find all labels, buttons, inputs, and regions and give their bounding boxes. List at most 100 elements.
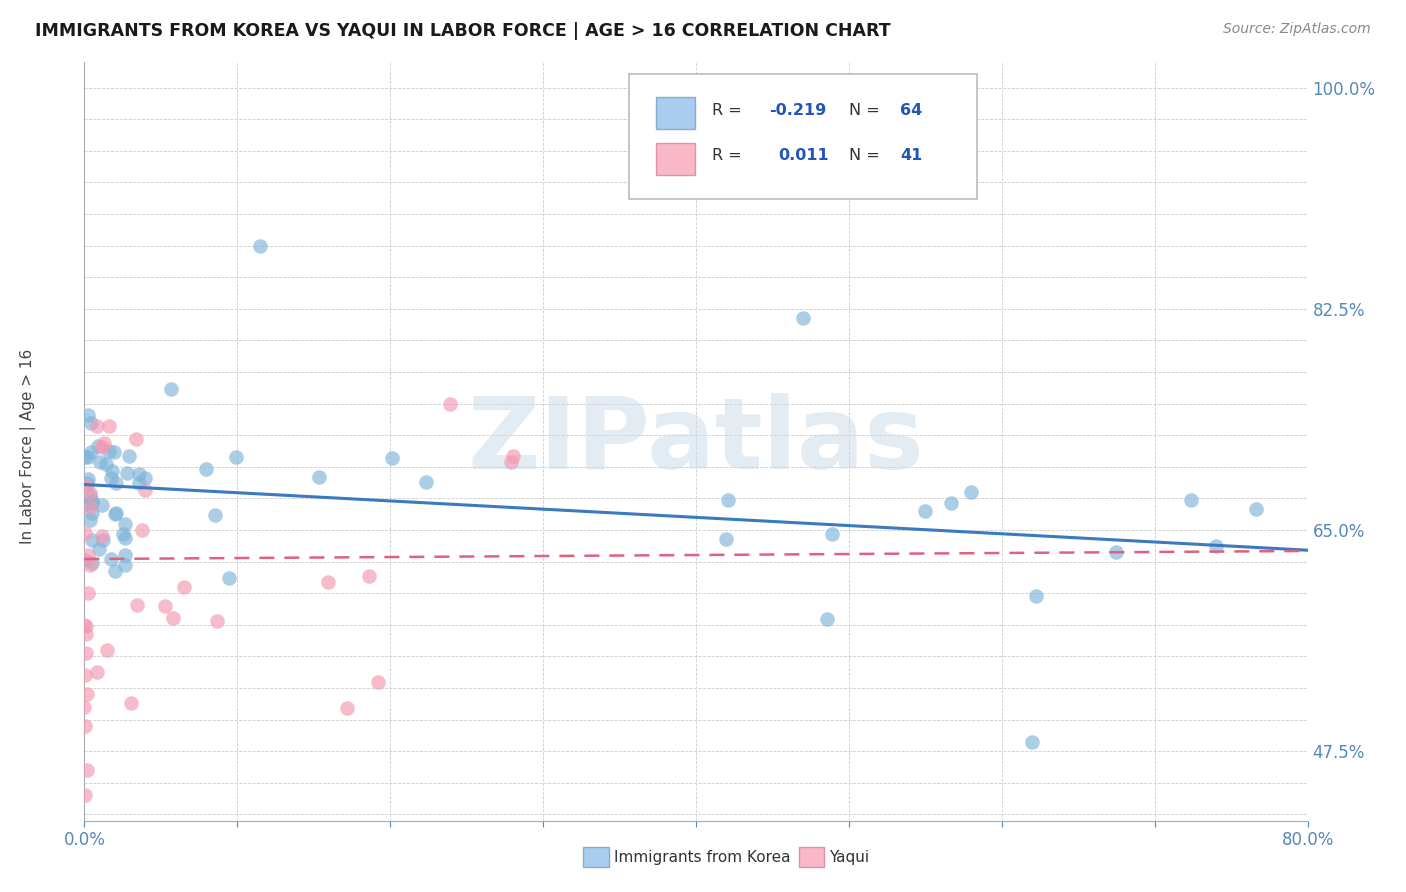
Point — [77, 472, 100, 486]
Point — [80, 445, 103, 459]
Point — [308, 469, 330, 483]
Point — [97, 444, 120, 458]
Point — [77, 450, 100, 464]
Bar — [655, 143, 695, 175]
Point — [134, 470, 156, 484]
Point — [77, 586, 100, 600]
Point — [1244, 502, 1267, 516]
Point — [105, 506, 128, 520]
Point — [96, 643, 118, 657]
Point — [128, 475, 150, 490]
Point — [94, 457, 117, 471]
Point — [367, 674, 389, 689]
Point — [1180, 492, 1202, 507]
Point — [131, 523, 153, 537]
Point — [75, 619, 97, 633]
Text: R =: R = — [711, 103, 747, 118]
Point — [218, 570, 240, 584]
Point — [103, 445, 125, 459]
Point — [86, 665, 108, 679]
Point — [914, 504, 936, 518]
Point — [79, 500, 101, 515]
Text: 41: 41 — [900, 148, 922, 163]
Point — [499, 455, 522, 469]
Point — [114, 517, 136, 532]
Point — [86, 418, 108, 433]
Point — [75, 497, 97, 511]
Point — [97, 418, 120, 433]
Point — [359, 568, 381, 582]
Point — [249, 238, 271, 252]
Point — [112, 527, 135, 541]
Text: ZIPatlas: ZIPatlas — [468, 393, 924, 490]
Point — [79, 513, 101, 527]
Point — [792, 310, 814, 325]
Point — [80, 417, 103, 431]
Point — [381, 450, 404, 465]
Point — [939, 496, 962, 510]
Point — [125, 432, 148, 446]
Point — [960, 485, 983, 500]
Point — [1021, 735, 1043, 749]
Text: Yaqui: Yaqui — [830, 850, 870, 864]
Text: Source: ZipAtlas.com: Source: ZipAtlas.com — [1223, 22, 1371, 37]
Point — [225, 450, 247, 465]
Point — [120, 697, 142, 711]
Point — [73, 699, 96, 714]
Point — [336, 701, 359, 715]
Point — [75, 626, 97, 640]
Point — [162, 611, 184, 625]
Point — [76, 479, 98, 493]
Text: N =: N = — [849, 103, 884, 118]
Point — [815, 612, 838, 626]
Text: IMMIGRANTS FROM KOREA VS YAQUI IN LABOR FORCE | AGE > 16 CORRELATION CHART: IMMIGRANTS FROM KOREA VS YAQUI IN LABOR … — [35, 22, 891, 40]
Point — [75, 450, 97, 465]
Point — [204, 508, 226, 523]
Point — [104, 508, 127, 522]
Point — [714, 532, 737, 546]
Point — [91, 533, 114, 547]
Point — [101, 464, 124, 478]
Point — [1205, 539, 1227, 553]
Point — [75, 646, 97, 660]
Point — [80, 533, 103, 547]
Point — [415, 475, 437, 490]
Point — [87, 439, 110, 453]
Text: R =: R = — [711, 148, 747, 163]
Point — [114, 531, 136, 545]
Point — [75, 553, 97, 567]
Text: N =: N = — [849, 148, 884, 163]
Point — [159, 382, 181, 396]
Point — [89, 455, 111, 469]
Point — [1105, 545, 1128, 559]
Point — [118, 449, 141, 463]
Point — [86, 845, 108, 859]
Point — [73, 719, 96, 733]
Point — [104, 564, 127, 578]
Point — [128, 467, 150, 482]
Point — [125, 598, 148, 612]
Point — [105, 476, 128, 491]
Point — [100, 552, 122, 566]
Point — [73, 617, 96, 632]
Point — [195, 461, 218, 475]
Bar — [655, 97, 695, 129]
Point — [79, 486, 101, 500]
Point — [80, 494, 103, 508]
Point — [91, 440, 114, 454]
Point — [79, 489, 101, 503]
Point — [153, 599, 176, 614]
Text: Immigrants from Korea: Immigrants from Korea — [614, 850, 792, 864]
Point — [114, 558, 136, 572]
Point — [1025, 589, 1047, 603]
Point — [80, 496, 103, 510]
Point — [79, 558, 101, 573]
Point — [100, 471, 122, 485]
Point — [173, 580, 195, 594]
Point — [439, 396, 461, 410]
Point — [93, 435, 115, 450]
Point — [75, 668, 97, 682]
Point — [502, 449, 524, 463]
Text: -0.219: -0.219 — [769, 103, 827, 118]
Point — [821, 527, 844, 541]
